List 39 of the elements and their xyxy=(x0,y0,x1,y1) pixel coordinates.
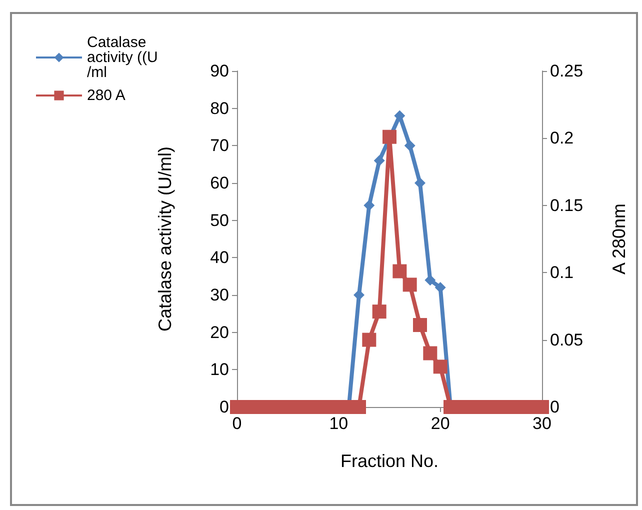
y-tick-label: 90 xyxy=(210,62,229,80)
point xyxy=(433,360,448,374)
x-tick-label: 10 xyxy=(329,414,348,433)
y-tick-label: 30 xyxy=(210,286,229,304)
x-tick-label: 0 xyxy=(232,414,242,433)
y-tick-label: 70 xyxy=(210,136,229,156)
y-tick-label: 20 xyxy=(210,322,229,342)
y-tick-label: 60 xyxy=(210,174,229,192)
point xyxy=(364,200,375,211)
point xyxy=(404,140,416,152)
x-tick-label: 30 xyxy=(532,414,552,433)
y-tick-label: 50 xyxy=(210,210,229,230)
x-axis-title: Fraction No. xyxy=(340,451,439,471)
legend-label: Catalase activity ((U/ml xyxy=(87,34,158,81)
point xyxy=(424,274,436,286)
point xyxy=(382,130,396,144)
y2-tick-label: 0.25 xyxy=(550,62,584,80)
y2-tick-label: 0.15 xyxy=(550,196,584,215)
y2-tick-label: 0.05 xyxy=(550,330,584,350)
point xyxy=(392,264,407,278)
y2-tick-label: 0.2 xyxy=(550,128,574,148)
legend-label: 280 A xyxy=(87,87,126,104)
point xyxy=(423,346,438,360)
point xyxy=(374,155,385,166)
y-tick-label: 40 xyxy=(210,248,229,268)
point xyxy=(354,290,364,300)
y-axis-title: Catalase activity (U/ml) xyxy=(155,146,175,332)
y-tick-label: 10 xyxy=(210,360,229,380)
point xyxy=(413,318,427,332)
point xyxy=(372,304,386,319)
point xyxy=(402,278,417,292)
x-tick-label: 20 xyxy=(430,414,450,433)
y2-tick-label: 0.1 xyxy=(550,263,574,282)
y2-axis-title: A 280nm xyxy=(609,203,629,275)
y-tick-label: 0 xyxy=(220,398,229,416)
point xyxy=(362,332,376,347)
y-tick-label: 80 xyxy=(210,98,229,118)
y2-tick-label: 0 xyxy=(550,398,560,416)
point xyxy=(414,178,426,188)
